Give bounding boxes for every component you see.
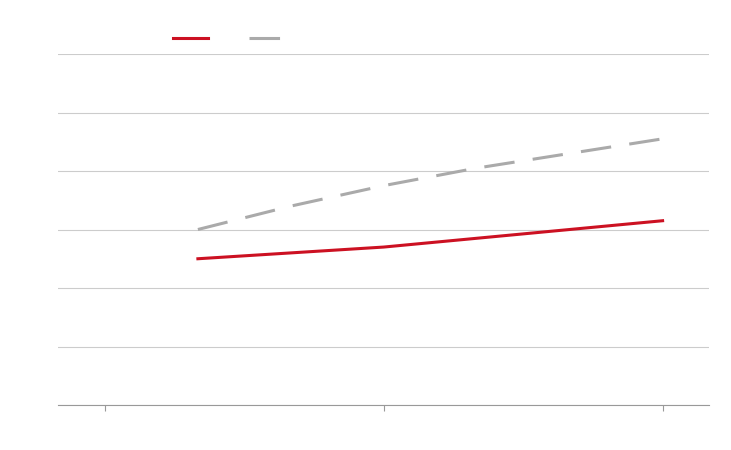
Legend: , : , — [169, 29, 298, 49]
